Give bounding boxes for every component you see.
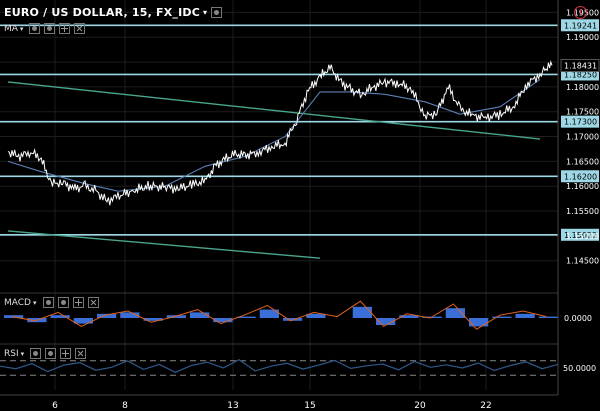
macd-legend[interactable]: MACD ▾	[4, 297, 99, 308]
level-label: 1.17300	[564, 118, 597, 127]
ma-series	[7, 78, 541, 192]
visibility-icon[interactable]	[57, 297, 69, 308]
macd-histogram-bar	[236, 316, 256, 318]
trend-lines[interactable]	[7, 81, 541, 259]
chevron-down-icon[interactable]: ▾	[203, 7, 208, 17]
level-label: 1.15022	[564, 231, 597, 240]
macd-pane[interactable]: 0.0000	[4, 300, 599, 330]
macd-histogram-bar	[283, 318, 303, 321]
add-icon[interactable]	[72, 297, 84, 308]
macd-histogram-bar	[50, 315, 70, 318]
time-axis[interactable]: 6 8 13 15 20 22	[0, 394, 558, 411]
horizontal-levels[interactable]: 1.19241 1.18250 1.17300 1.16200 1.15022	[0, 19, 599, 241]
x-tick-label: 13	[227, 401, 238, 411]
level-price-tag	[561, 228, 599, 241]
trend-line[interactable]	[7, 81, 541, 140]
chevron-down-icon[interactable]: ▾	[32, 298, 37, 307]
last-price-label: 1.18431	[564, 61, 597, 70]
x-tick-label: 15	[304, 401, 315, 411]
level-price-tag	[561, 115, 599, 128]
level-label: 1.19241	[564, 21, 597, 30]
symbol-title[interactable]: EURO / US DOLLAR, 15, FX_IDC	[4, 5, 201, 19]
chevron-down-icon[interactable]: ▾	[19, 24, 24, 33]
macd-histogram-bar	[376, 318, 396, 325]
close-icon[interactable]	[74, 23, 86, 34]
macd-histogram-bar	[213, 318, 233, 323]
trend-line[interactable]	[7, 230, 321, 259]
chevron-down-icon[interactable]: ▾	[20, 349, 25, 358]
rsi-label: RSI	[4, 348, 19, 359]
macd-histogram-bar	[538, 316, 558, 318]
visibility-icon[interactable]	[44, 23, 56, 34]
settings-icon[interactable]	[30, 348, 42, 359]
level-price-tag	[561, 170, 599, 183]
x-tick-label: 6	[52, 401, 58, 411]
x-tick-label: 22	[480, 401, 491, 411]
x-tick-label: 8	[122, 401, 128, 411]
y-tick-label: 1.15500	[566, 207, 599, 216]
macd-histogram-bar	[515, 313, 535, 318]
rsi-pane[interactable]: 50.0000	[0, 358, 596, 376]
level-label: 1.18250	[564, 70, 597, 79]
y-tick-label: 1.17500	[566, 108, 599, 117]
settings-icon[interactable]	[211, 6, 223, 18]
y-tick-label: 1.18000	[566, 83, 599, 92]
x-tick-label: 20	[414, 401, 426, 411]
ma-legend[interactable]: MA ▾	[4, 23, 86, 34]
visibility-icon[interactable]	[45, 348, 57, 359]
y-tick-label: 1.19000	[566, 33, 599, 42]
macd-histogram-bar	[445, 308, 465, 318]
rsi-legend[interactable]: RSI ▾	[4, 348, 87, 359]
close-icon[interactable]	[75, 348, 87, 359]
y-tick-label: 1.17000	[566, 133, 599, 142]
macd-label: MACD	[4, 297, 31, 308]
macd-histogram-bar	[166, 315, 186, 318]
y-tick-label: 1.14500	[566, 257, 599, 266]
settings-icon[interactable]	[29, 23, 41, 34]
level-price-tag	[561, 19, 599, 32]
macd-histogram-bar	[190, 312, 210, 318]
macd-histogram-bar	[259, 309, 279, 318]
y-tick-label: 1.15000	[566, 232, 599, 241]
macd-histogram-bar	[492, 316, 512, 318]
settings-icon[interactable]	[42, 297, 54, 308]
macd-histogram-bar	[143, 318, 163, 321]
last-price-tag	[560, 58, 600, 72]
ma-label: MA	[4, 23, 18, 34]
macd-axis-label: 0.0000	[564, 314, 592, 323]
macd-histogram-bar	[120, 312, 140, 318]
y-tick-label: 1.16500	[566, 157, 599, 166]
ma-line	[7, 78, 541, 192]
y-tick-label: 1.16000	[566, 182, 599, 191]
symbol-header[interactable]: EURO / US DOLLAR, 15, FX_IDC ▾	[4, 4, 223, 20]
macd-histogram-bar	[469, 318, 489, 327]
price-series	[7, 59, 553, 206]
macd-histogram-bar	[97, 313, 117, 318]
price-line	[7, 59, 553, 206]
macd-histogram-bar	[306, 313, 326, 318]
close-icon[interactable]	[87, 297, 99, 308]
rsi-line	[0, 358, 559, 373]
add-icon[interactable]	[60, 348, 72, 359]
rsi-axis-label: 50.0000	[563, 364, 596, 373]
grid	[0, 0, 558, 390]
macd-line	[11, 300, 547, 330]
macd-histogram-bar	[352, 306, 372, 318]
macd-histogram-bar	[399, 315, 419, 318]
level-label: 1.16200	[564, 172, 597, 181]
macd-axis-tag	[561, 312, 599, 324]
alert-icon[interactable]: !	[574, 6, 587, 19]
add-icon[interactable]	[59, 23, 71, 34]
macd-histogram-bar	[73, 318, 93, 324]
